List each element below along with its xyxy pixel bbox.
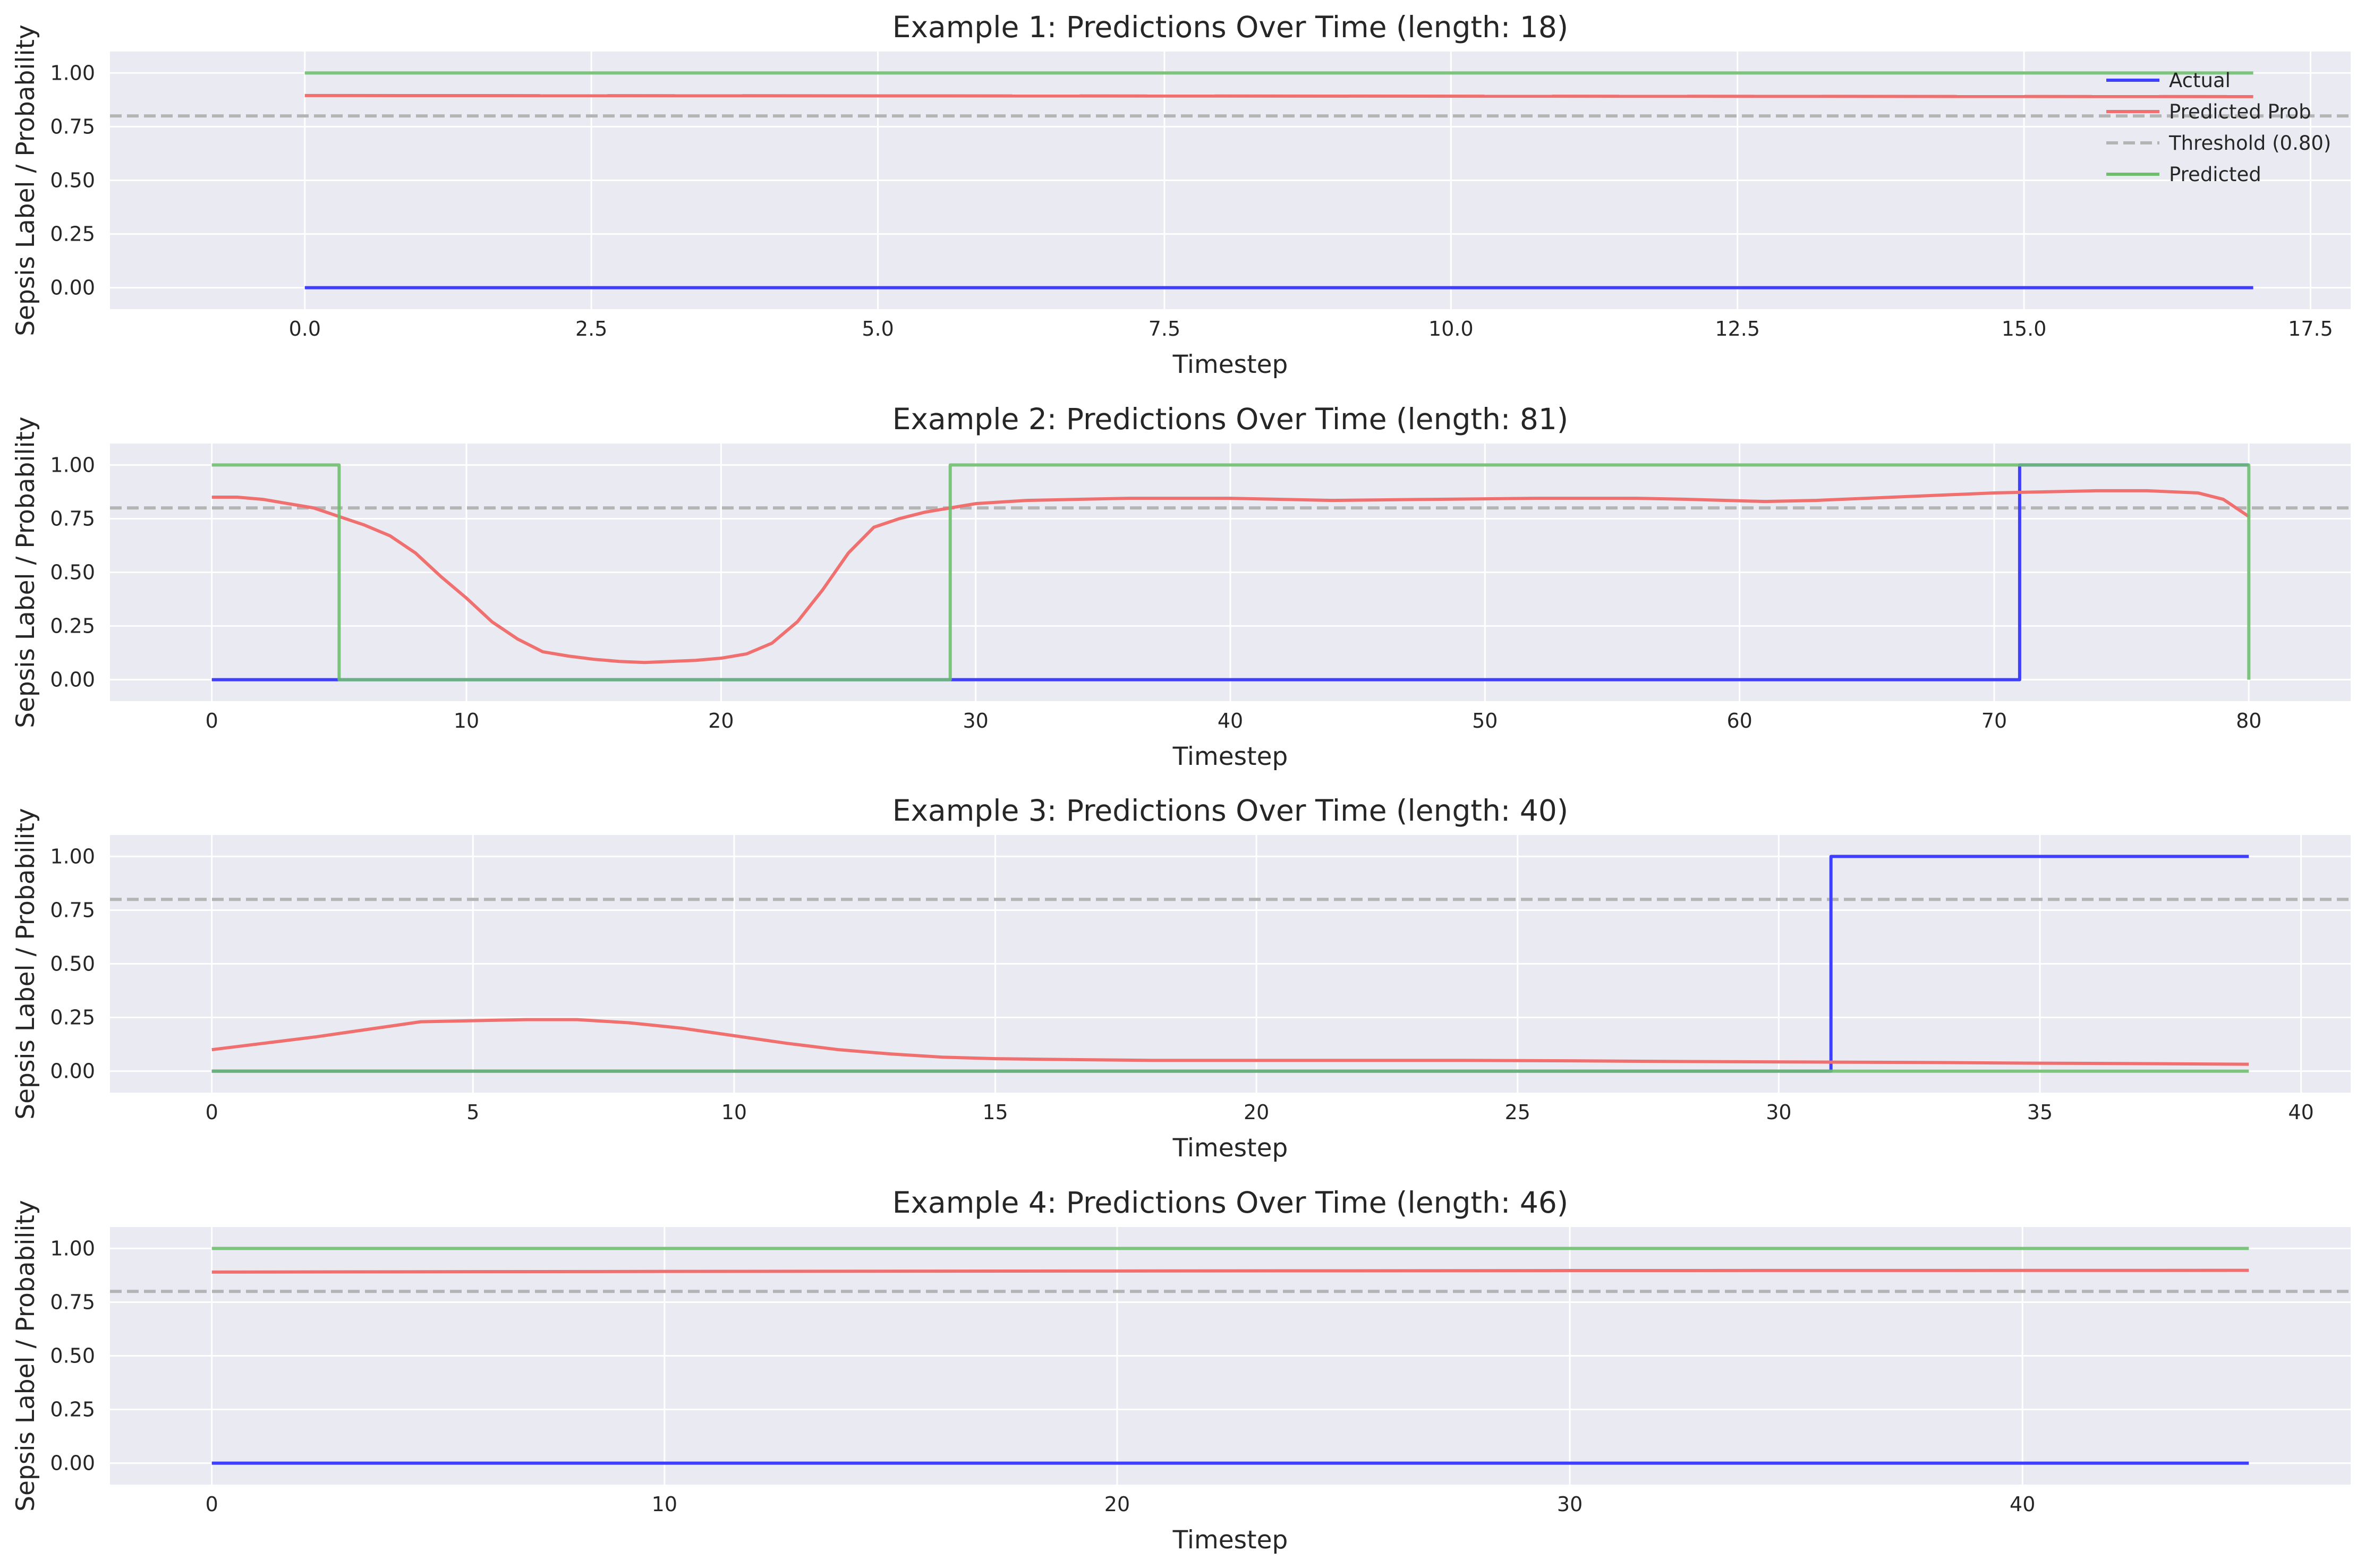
legend-label: Predicted Prob <box>2169 100 2311 123</box>
series-predicted-prob-line <box>211 489 2250 664</box>
x-tick-label: 12.5 <box>1715 317 1760 340</box>
x-tick-label: 70 <box>1981 709 2007 732</box>
y-tick-label: 0.75 <box>50 507 95 530</box>
x-tick-label: 0.0 <box>289 317 321 340</box>
x-tick-label: 50 <box>1472 709 1498 732</box>
series-predicted-prob-line <box>211 1018 2249 1066</box>
x-tick-label: 80 <box>2236 709 2261 732</box>
series-predicted-line <box>211 463 2251 681</box>
subplot-4: 0 10 20 30 40 0.00 0.25 0.50 0.75 1.00 Example 4: … <box>11 1186 2351 1555</box>
subplot-2: 0 10 20 30 40 50 60 70 80 0.00 0.25 0.50 0.75 1.00 Exa… <box>11 402 2351 771</box>
x-tick-label: 0 <box>206 1493 218 1516</box>
x-tick-label: 40 <box>1218 709 1243 732</box>
x-tick-label: 20 <box>708 709 734 732</box>
x-tick-label: 40 <box>2288 1101 2313 1124</box>
y-tick-label: 0.00 <box>50 1060 95 1083</box>
y-tick-label: 0.25 <box>50 1398 95 1421</box>
series-group <box>110 1247 2351 1465</box>
y-axis-label: Sepsis Label / Probability <box>11 416 40 728</box>
y-tick-label: 1.00 <box>50 61 95 84</box>
y-tick-label: 0.75 <box>50 898 95 922</box>
x-axis-label: Timestep <box>1172 1526 1288 1555</box>
x-tick-label: 10 <box>721 1101 747 1124</box>
series-group <box>110 463 2351 681</box>
y-tick-label: 0.50 <box>50 169 95 192</box>
x-tick-label: 40 <box>2010 1493 2035 1516</box>
x-tick-label: 0 <box>206 1101 218 1124</box>
y-tick-label: 1.00 <box>50 453 95 476</box>
x-tick-label: 17.5 <box>2288 317 2333 340</box>
x-tick-label: 2.5 <box>575 317 607 340</box>
x-tick-label: 10 <box>454 709 479 732</box>
x-tick-label: 10 <box>652 1493 677 1516</box>
legend-label: Threshold (0.80) <box>2168 132 2331 155</box>
x-axis-label: Timestep <box>1172 350 1288 379</box>
legend-label: Predicted <box>2169 163 2261 186</box>
x-tick-label: 0 <box>206 709 218 732</box>
series-predicted-prob-line <box>211 1268 2249 1274</box>
x-tick-label: 35 <box>2027 1101 2053 1124</box>
x-tick-label: 5.0 <box>862 317 894 340</box>
series-group <box>110 71 2351 289</box>
x-tick-label: 30 <box>1557 1493 1583 1516</box>
y-tick-label: 1.00 <box>50 1237 95 1260</box>
y-tick-label: 0.25 <box>50 223 95 246</box>
y-tick-label: 1.00 <box>50 845 95 868</box>
x-tick-label: 20 <box>1244 1101 1269 1124</box>
y-tick-label: 0.00 <box>50 668 95 692</box>
x-tick-label: 15 <box>982 1101 1008 1124</box>
chart-title: Example 2: Predictions Over Time (length… <box>892 402 1569 436</box>
y-axis-label: Sepsis Label / Probability <box>11 808 40 1120</box>
x-tick-label: 20 <box>1104 1493 1130 1516</box>
y-tick-label: 0.50 <box>50 561 95 584</box>
y-tick-label: 0.00 <box>50 1452 95 1475</box>
y-tick-label: 0.75 <box>50 1290 95 1314</box>
chart-title: Example 1: Predictions Over Time (length… <box>892 10 1569 44</box>
series-predicted-prob-line <box>304 93 2253 98</box>
x-axis-label: Timestep <box>1172 742 1288 771</box>
x-axis-label: Timestep <box>1172 1134 1288 1163</box>
subplot-3: 0 5 10 15 20 25 30 35 40 0.00 0.25 0.50 0.75 1.00 Exam… <box>11 794 2351 1163</box>
y-tick-label: 0.75 <box>50 115 95 138</box>
y-tick-label: 0.25 <box>50 1006 95 1029</box>
y-tick-label: 0.50 <box>50 952 95 976</box>
y-tick-label: 0.00 <box>50 276 95 300</box>
chart-title: Example 4: Predictions Over Time (length… <box>892 1186 1569 1220</box>
x-tick-label: 7.5 <box>1149 317 1180 340</box>
x-tick-label: 60 <box>1726 709 1752 732</box>
y-tick-label: 0.25 <box>50 615 95 638</box>
subplot-1: 0.0 2.5 5.0 7.5 10.0 12.5 15.0 17.5 0.00 0.25 0.50… <box>11 10 2351 379</box>
x-tick-label: 15.0 <box>2002 317 2047 340</box>
y-axis-label: Sepsis Label / Probability <box>11 24 40 336</box>
x-tick-label: 25 <box>1505 1101 1530 1124</box>
y-axis-label: Sepsis Label / Probability <box>11 1200 40 1512</box>
x-tick-label: 30 <box>1766 1101 1791 1124</box>
series-group <box>110 855 2351 1073</box>
chart-title: Example 3: Predictions Over Time (length… <box>892 794 1569 828</box>
x-tick-label: 5 <box>466 1101 479 1124</box>
x-tick-label: 10.0 <box>1428 317 1474 340</box>
legend: Actual Predicted Prob Threshold (0.80) Pred… <box>2106 69 2331 186</box>
x-tick-label: 30 <box>963 709 989 732</box>
legend-label: Actual <box>2169 69 2231 92</box>
y-tick-label: 0.50 <box>50 1344 95 1368</box>
